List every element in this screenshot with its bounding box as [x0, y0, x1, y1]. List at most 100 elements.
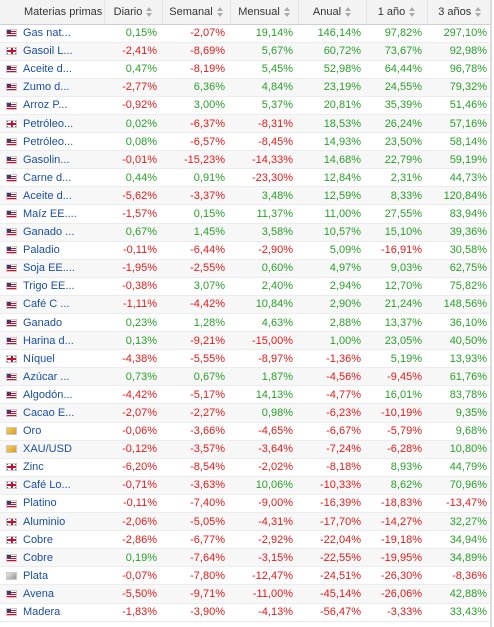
commodity-name-cell[interactable]: Aluminio: [0, 512, 104, 532]
table-row[interactable]: Trigo EE... -0,38% 3,07% 2,40% 2,94% 12,70% 75…: [0, 277, 492, 296]
table-row[interactable]: Café Lo... -0,71% -3,63% 10,06% -10,33% 8,62%…: [0, 476, 492, 495]
table-row[interactable]: Madera -1,83% -3,90% -4,13% -56,47% -3,33% 33,…: [0, 603, 492, 622]
commodity-name-link[interactable]: XAU/USD: [23, 443, 72, 456]
commodity-name-cell[interactable]: Ganado ...: [0, 223, 104, 242]
commodity-name-cell[interactable]: Carne d...: [0, 168, 104, 188]
table-row[interactable]: XAU/USD -0,12% -3,57% -3,64% -7,24% -6,28% 10,…: [0, 440, 492, 459]
table-row[interactable]: Arroz P... -0,92% 3,00% 5,37% 20,81% 35,39% 51…: [0, 96, 492, 115]
table-row[interactable]: Maíz EE.... -1,57% 0,15% 11,37% 11,00% 27,55%…: [0, 204, 492, 224]
commodity-name-cell[interactable]: Cobre: [0, 548, 104, 568]
commodity-name-link[interactable]: Zinc: [23, 461, 44, 474]
table-row[interactable]: Cobre -2,86% -6,77% -2,92% -22,04% -19,18% 34,…: [0, 530, 492, 550]
commodity-name-link[interactable]: Platino: [23, 497, 57, 510]
column-header-yearly[interactable]: Anual: [298, 0, 367, 25]
commodity-name-link[interactable]: Aceite d...: [23, 189, 72, 202]
column-header-daily[interactable]: Diario: [104, 0, 163, 25]
commodity-name-link[interactable]: Algodón...: [23, 388, 73, 401]
commodity-name-link[interactable]: Gasolin...: [23, 153, 70, 166]
table-row[interactable]: Ganado 0,23% 1,28% 4,63% 2,88% 13,37% 36,10%: [0, 313, 492, 333]
commodity-name-cell[interactable]: Oro: [0, 422, 104, 441]
commodity-name-cell[interactable]: XAU/USD: [0, 440, 104, 459]
commodity-name-link[interactable]: Trigo EE...: [23, 280, 75, 293]
commodity-name-link[interactable]: Madera: [23, 606, 61, 619]
commodity-name-link[interactable]: Gas nat...: [23, 27, 71, 40]
column-header-monthly[interactable]: Mensual: [230, 0, 299, 25]
commodity-name-cell[interactable]: Arroz P...: [0, 96, 104, 115]
commodity-name-link[interactable]: Petróleo...: [23, 117, 74, 130]
commodity-name-link[interactable]: Paladio: [23, 244, 60, 257]
commodity-name-link[interactable]: Gasoil L...: [23, 45, 73, 58]
commodity-name-cell[interactable]: Harina d...: [0, 331, 104, 351]
table-row[interactable]: Cacao E... -2,07% -2,27% 0,98% -6,23% -10,19%…: [0, 403, 492, 423]
commodity-name-link[interactable]: Ganado ...: [23, 226, 75, 239]
commodity-name-cell[interactable]: Ganado: [0, 313, 104, 333]
commodity-name-cell[interactable]: Café Lo...: [0, 476, 104, 495]
commodity-name-cell[interactable]: Gasolin...: [0, 150, 104, 170]
table-row[interactable]: Algodón... -4,42% -5,17% 14,13% -4,77% 16,01%…: [0, 385, 492, 405]
commodity-name-link[interactable]: Azúcar ...: [23, 370, 70, 383]
commodity-name-link[interactable]: Arroz P...: [23, 99, 68, 112]
column-header-1-year[interactable]: 1 año: [366, 0, 428, 25]
table-row[interactable]: Petróleo... 0,08% -6,57% -8,45% 14,93% 23,50%…: [0, 132, 492, 152]
table-row[interactable]: Gas nat... 0,15% -2,07% 19,14% 146,14% 97,82%…: [0, 24, 492, 43]
commodity-name-link[interactable]: Café Lo...: [23, 479, 71, 492]
table-row[interactable]: Cobre 0,19% -7,64% -3,15% -22,55% -19,95% 34,8…: [0, 548, 492, 568]
commodity-name-link[interactable]: Ganado: [23, 316, 63, 329]
commodity-name-cell[interactable]: Soja EE....: [0, 259, 104, 278]
commodity-name-cell[interactable]: Maíz EE....: [0, 204, 104, 224]
commodity-name-link[interactable]: Maíz EE....: [23, 207, 77, 220]
commodity-name-link[interactable]: Cobre: [23, 551, 53, 564]
commodity-name-cell[interactable]: Petróleo...: [0, 114, 104, 134]
commodity-name-cell[interactable]: Gasoil L...: [0, 42, 104, 61]
commodity-name-link[interactable]: Harina d...: [23, 334, 74, 347]
table-row[interactable]: Plata -0,07% -7,80% -12,47% -24,51% -26,30% -8…: [0, 566, 492, 586]
table-row[interactable]: Soja EE.... -1,95% -2,55% 0,60% 4,97% 9,03% 62…: [0, 259, 492, 278]
table-row[interactable]: Ganado ... 0,67% 1,45% 3,58% 10,57% 15,10% 39,…: [0, 223, 492, 242]
commodity-name-cell[interactable]: Aceite d...: [0, 60, 104, 79]
table-row[interactable]: Oro -0,06% -3,66% -4,65% -6,67% -5,79% 9,68%: [0, 422, 492, 441]
commodity-name-cell[interactable]: Aceite d...: [0, 186, 104, 206]
commodity-name-cell[interactable]: Cobre: [0, 530, 104, 550]
column-header-3-years[interactable]: 3 años: [427, 0, 492, 25]
table-row[interactable]: Zinc -6,20% -8,54% -2,02% -8,18% 8,93% 44,79%: [0, 458, 492, 477]
commodity-name-cell[interactable]: Zumo d...: [0, 78, 104, 97]
table-row[interactable]: Zumo d... -2,77% 6,36% 4,84% 23,19% 24,55% 79,…: [0, 78, 492, 97]
commodity-name-link[interactable]: Plata: [23, 569, 49, 582]
commodity-name-cell[interactable]: Zinc: [0, 458, 104, 477]
commodity-name-cell[interactable]: Café C ...: [0, 295, 104, 315]
commodity-name-cell[interactable]: Algodón...: [0, 385, 104, 405]
commodity-name-cell[interactable]: Gas nat...: [0, 24, 104, 43]
column-header-name[interactable]: Materias primas: [0, 0, 105, 25]
commodity-name-link[interactable]: Aluminio: [23, 515, 66, 528]
commodity-name-link[interactable]: Níquel: [23, 352, 55, 365]
table-row[interactable]: Harina d... 0,13% -9,21% -15,00% 1,00% 23,05%…: [0, 331, 492, 351]
commodity-name-link[interactable]: Oro: [23, 425, 42, 438]
commodity-name-link[interactable]: Avena: [23, 587, 54, 600]
commodity-name-cell[interactable]: Trigo EE...: [0, 277, 104, 296]
commodity-name-cell[interactable]: Plata: [0, 566, 104, 586]
table-row[interactable]: Níquel -4,38% -5,55% -8,97% -1,36% 5,19% 13,93…: [0, 349, 492, 369]
commodity-name-link[interactable]: Zumo d...: [23, 81, 70, 94]
commodity-name-cell[interactable]: Petróleo...: [0, 132, 104, 152]
table-row[interactable]: Platino -0,11% -7,40% -9,00% -16,39% -18,83% -…: [0, 494, 492, 514]
commodity-name-cell[interactable]: Madera: [0, 603, 104, 622]
table-row[interactable]: Gasoil L... -2,41% -8,69% 5,67% 60,72% 73,67%…: [0, 42, 492, 61]
commodity-name-cell[interactable]: Platino: [0, 494, 104, 514]
commodity-name-link[interactable]: Café C ...: [23, 298, 70, 311]
commodity-name-cell[interactable]: Cacao E...: [0, 403, 104, 423]
commodity-name-link[interactable]: Petróleo...: [23, 135, 74, 148]
commodity-name-link[interactable]: Cacao E...: [23, 407, 75, 420]
commodity-name-cell[interactable]: Azúcar ...: [0, 367, 104, 387]
commodity-name-cell[interactable]: Avena: [0, 584, 104, 604]
table-row[interactable]: Aluminio -2,06% -5,05% -4,31% -17,70% -14,27%…: [0, 512, 492, 532]
commodity-name-link[interactable]: Aceite d...: [23, 63, 72, 76]
table-row[interactable]: Gasolin... -0,01% -15,23% -14,33% 14,68% 22,7…: [0, 150, 492, 170]
commodity-name-link[interactable]: Carne d...: [23, 171, 72, 184]
table-row[interactable]: Paladio -0,11% -6,44% -2,90% 5,09% -16,91% 30,…: [0, 241, 492, 260]
commodity-name-link[interactable]: Soja EE....: [23, 262, 75, 275]
table-row[interactable]: Café C ... -1,11% -4,42% 10,84% 2,90% 21,24% 1…: [0, 295, 492, 315]
column-header-weekly[interactable]: Semanal: [162, 0, 231, 25]
table-row[interactable]: Petróleo... 0,02% -6,37% -8,31% 18,53% 26,24%…: [0, 114, 492, 134]
table-row[interactable]: Aceite d... -5,62% -3,37% 3,48% 12,59% 8,33% 1…: [0, 186, 492, 206]
table-row[interactable]: Azúcar ... 0,73% 0,67% 1,87% -4,56% -9,45% 61,…: [0, 367, 492, 387]
